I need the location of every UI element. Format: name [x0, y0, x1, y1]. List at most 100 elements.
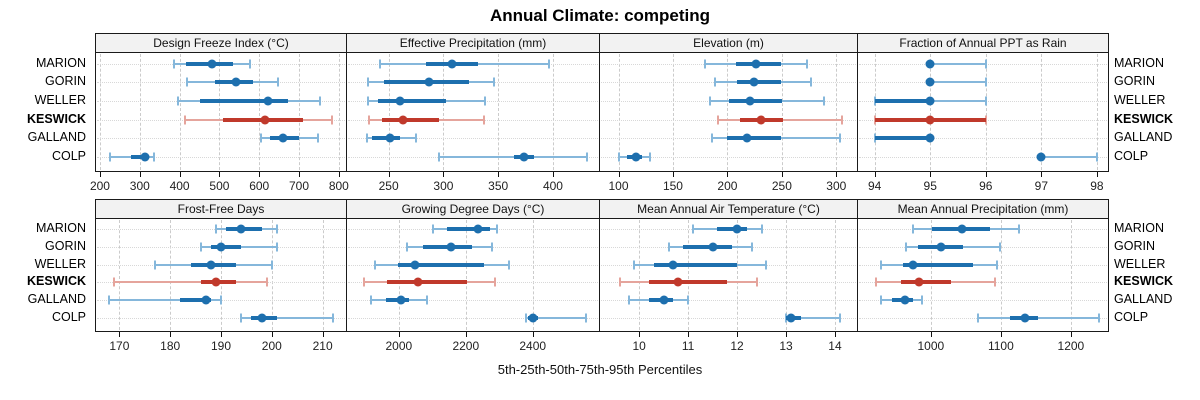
whisker-cap	[108, 152, 111, 162]
whisker-cap	[703, 59, 706, 69]
x-tick	[99, 172, 101, 177]
whisker-cap	[199, 242, 202, 252]
x-tick-label: 250	[771, 179, 792, 193]
iqr-bar	[210, 244, 242, 249]
x-tick-label: 10	[632, 339, 646, 353]
whisker-cap	[259, 133, 262, 143]
iqr-bar	[902, 262, 973, 267]
whisker-cap	[765, 260, 768, 270]
x-tick-label: 400	[169, 179, 190, 193]
whisker-cap	[984, 59, 987, 69]
median-dot	[216, 242, 226, 252]
site-label-right: COLP	[1114, 149, 1149, 164]
site-label-right: GALLAND	[1114, 292, 1173, 307]
median-dot	[413, 277, 423, 287]
row-gridline	[859, 300, 1107, 302]
panel-title: Elevation (m)	[693, 36, 764, 50]
x-gridline	[786, 220, 788, 330]
whisker-cap	[492, 77, 495, 87]
x-gridline	[532, 220, 534, 330]
x-tick	[532, 332, 534, 337]
site-label-right: MARION	[1114, 221, 1164, 236]
whisker-cap	[378, 59, 381, 69]
x-tick-label: 250	[378, 179, 399, 193]
panel-header: Design Freeze Index (°C)	[96, 34, 346, 53]
median-dot	[957, 224, 967, 234]
whisker-cap	[507, 260, 510, 270]
whisker-cap	[484, 96, 487, 106]
x-tick	[465, 332, 467, 337]
whisker-cap	[714, 77, 717, 87]
x-gridline	[299, 54, 301, 170]
site-label-right: GORIN	[1114, 238, 1155, 253]
site-label-left: GORIN	[45, 74, 86, 89]
median-dot	[140, 152, 150, 162]
row-gridline	[601, 300, 856, 302]
x-tick	[219, 172, 221, 177]
panel-header: Mean Annual Precipitation (mm)	[858, 200, 1108, 219]
x-gridline	[271, 220, 273, 330]
whisker-cap	[275, 242, 278, 252]
x-tick-label: 400	[542, 179, 563, 193]
x-tick	[338, 172, 340, 177]
x-gridline	[930, 54, 932, 170]
whisker-cap	[984, 115, 987, 125]
x-tick	[398, 332, 400, 337]
whisker-cap	[249, 59, 252, 69]
whisker-cap	[491, 242, 494, 252]
iqr-bar	[874, 99, 931, 104]
iqr-bar	[901, 280, 952, 285]
whisker-line	[930, 62, 986, 65]
whisker-cap	[633, 260, 636, 270]
x-tick-label: 12	[730, 339, 744, 353]
x-tick	[930, 172, 932, 177]
panel-0: Design Freeze Index (°C) 200 300 400 500 600 7…	[90, 33, 349, 193]
whisker-line	[241, 316, 333, 319]
x-tick	[834, 332, 836, 337]
x-tick-label: 14	[828, 339, 842, 353]
row-gridline	[97, 317, 345, 319]
x-gridline	[727, 54, 729, 170]
x-tick-label: 800	[328, 179, 349, 193]
row-gridline	[859, 157, 1107, 159]
x-gridline	[1070, 220, 1072, 330]
median-dot	[749, 77, 759, 87]
median-dot	[410, 260, 420, 270]
median-dot	[519, 152, 529, 162]
panel-header: Mean Annual Air Temperature (°C)	[600, 200, 857, 219]
x-tick-label: 190	[210, 339, 232, 353]
x-tick	[221, 332, 222, 337]
x-tick	[1000, 332, 1002, 337]
whisker-cap	[370, 295, 373, 305]
row-gridline	[859, 138, 1107, 140]
x-gridline	[139, 54, 141, 170]
whisker-cap	[177, 96, 179, 106]
iqr-bar	[180, 298, 211, 303]
row-gridline	[348, 138, 598, 140]
whisker-cap	[1018, 224, 1021, 234]
whisker-cap	[482, 115, 485, 125]
x-tick-label: 500	[209, 179, 230, 193]
whisker-cap	[750, 242, 753, 252]
site-label-right: WELLER	[1114, 93, 1166, 108]
median-dot	[201, 295, 211, 305]
x-tick-label: 96	[979, 179, 993, 193]
median-dot	[925, 96, 935, 106]
whisker-cap	[874, 277, 877, 287]
whisker-line	[439, 156, 587, 159]
whisker-cap	[649, 152, 652, 162]
median-dot	[925, 133, 935, 143]
site-label-left: KESWICK	[26, 111, 86, 126]
x-gridline	[465, 220, 467, 330]
median-dot	[395, 96, 405, 106]
x-gridline	[836, 54, 838, 170]
iqr-bar	[200, 99, 288, 104]
site-label-left: WELLER	[34, 256, 86, 271]
median-dot	[900, 295, 910, 305]
x-gridline	[170, 220, 172, 330]
iqr-bar	[387, 280, 468, 285]
iqr-bar	[717, 227, 747, 232]
median-dot	[756, 115, 766, 125]
row-gridline	[348, 317, 598, 319]
